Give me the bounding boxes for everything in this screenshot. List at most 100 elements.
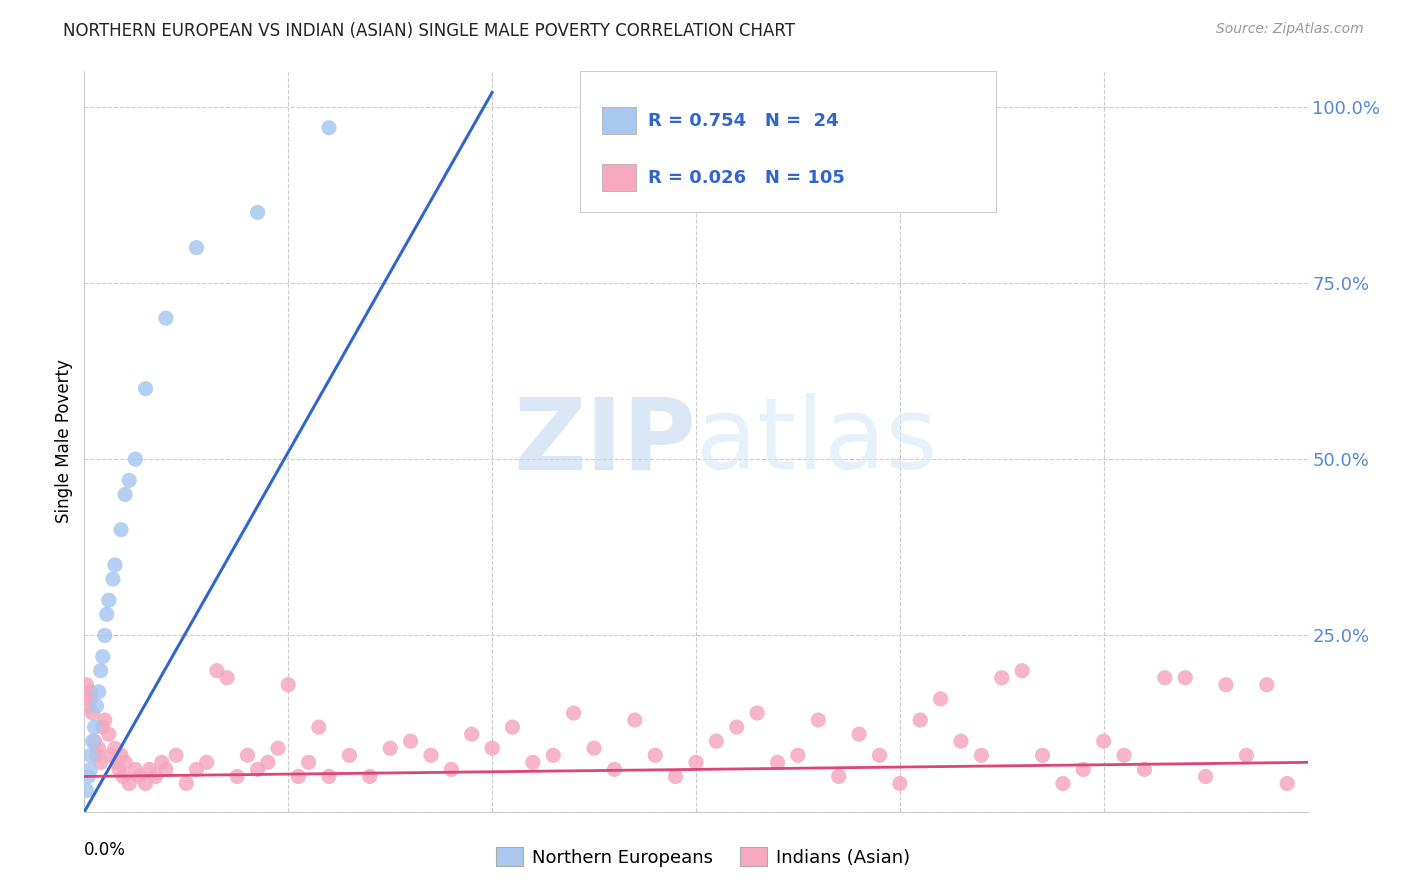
Point <box>93 713 115 727</box>
Point <box>1073 763 1095 777</box>
Point <box>91 649 114 664</box>
Point <box>583 741 606 756</box>
Point <box>217 671 239 685</box>
Point <box>86 748 108 763</box>
Point <box>543 748 565 763</box>
Point <box>82 706 104 720</box>
Point <box>399 734 422 748</box>
Point <box>114 756 136 770</box>
Point <box>725 720 748 734</box>
FancyBboxPatch shape <box>602 164 636 191</box>
Point <box>277 678 299 692</box>
Text: Source: ZipAtlas.com: Source: ZipAtlas.com <box>1216 22 1364 37</box>
Point <box>91 720 114 734</box>
Point <box>1011 664 1033 678</box>
Point <box>1277 776 1299 790</box>
Point <box>339 748 361 763</box>
Point <box>83 720 105 734</box>
Y-axis label: Single Male Poverty: Single Male Poverty <box>55 359 73 524</box>
Point <box>318 120 340 135</box>
Point <box>1256 678 1278 692</box>
Point <box>236 748 259 763</box>
Text: R = 0.754   N =  24: R = 0.754 N = 24 <box>648 112 839 130</box>
Point <box>970 748 993 763</box>
Text: NORTHERN EUROPEAN VS INDIAN (ASIAN) SINGLE MALE POVERTY CORRELATION CHART: NORTHERN EUROPEAN VS INDIAN (ASIAN) SING… <box>63 22 796 40</box>
Point <box>1032 748 1054 763</box>
Point <box>90 756 112 770</box>
Text: ZIP: ZIP <box>513 393 696 490</box>
Point <box>685 756 707 770</box>
Point <box>108 763 131 777</box>
Point <box>481 741 503 756</box>
Text: atlas: atlas <box>696 393 938 490</box>
Point <box>359 769 381 783</box>
Point <box>889 776 911 790</box>
Point <box>1114 748 1136 763</box>
Point <box>75 678 97 692</box>
Point <box>155 763 177 777</box>
Point <box>87 685 110 699</box>
Point <box>124 763 146 777</box>
Point <box>522 756 544 770</box>
Point <box>93 628 115 642</box>
Point <box>205 664 228 678</box>
Point <box>75 783 97 797</box>
Point <box>86 698 108 713</box>
Point <box>1133 763 1156 777</box>
Point <box>87 741 110 756</box>
Point <box>135 382 157 396</box>
Point <box>1236 748 1258 763</box>
Text: R = 0.026   N = 105: R = 0.026 N = 105 <box>648 169 845 186</box>
FancyBboxPatch shape <box>602 107 636 135</box>
Point <box>766 756 789 770</box>
Point <box>114 487 136 501</box>
Point <box>246 763 269 777</box>
Point <box>186 241 208 255</box>
Point <box>624 713 647 727</box>
Point <box>1092 734 1115 748</box>
Legend: Northern Europeans, Indians (Asian): Northern Europeans, Indians (Asian) <box>488 840 918 874</box>
Point <box>165 748 187 763</box>
Point <box>950 734 973 748</box>
Point <box>124 452 146 467</box>
Point <box>298 756 321 770</box>
Point <box>991 671 1014 685</box>
Point <box>79 748 101 763</box>
Point <box>90 664 112 678</box>
Point <box>420 748 443 763</box>
Point <box>380 741 402 756</box>
Point <box>562 706 585 720</box>
Point <box>110 523 132 537</box>
Point <box>82 734 104 748</box>
Point <box>83 734 105 748</box>
Point <box>318 769 340 783</box>
Text: 0.0%: 0.0% <box>84 841 127 859</box>
Point <box>644 748 666 763</box>
Point <box>195 756 218 770</box>
Point <box>461 727 484 741</box>
Point <box>155 311 177 326</box>
Point <box>186 763 208 777</box>
Point <box>848 727 870 741</box>
Point <box>118 473 141 487</box>
Point <box>787 748 810 763</box>
Point <box>145 769 167 783</box>
Point <box>112 769 135 783</box>
Point <box>104 741 127 756</box>
Point <box>706 734 728 748</box>
Point <box>1154 671 1177 685</box>
Point <box>100 748 122 763</box>
Point <box>226 769 249 783</box>
Point <box>1174 671 1197 685</box>
FancyBboxPatch shape <box>579 71 995 212</box>
Point <box>502 720 524 734</box>
Point <box>929 692 952 706</box>
Point <box>96 607 118 622</box>
Point <box>440 763 463 777</box>
Point <box>1215 678 1237 692</box>
Point <box>828 769 851 783</box>
Point <box>747 706 769 720</box>
Point <box>910 713 932 727</box>
Point <box>174 776 197 790</box>
Point <box>105 756 128 770</box>
